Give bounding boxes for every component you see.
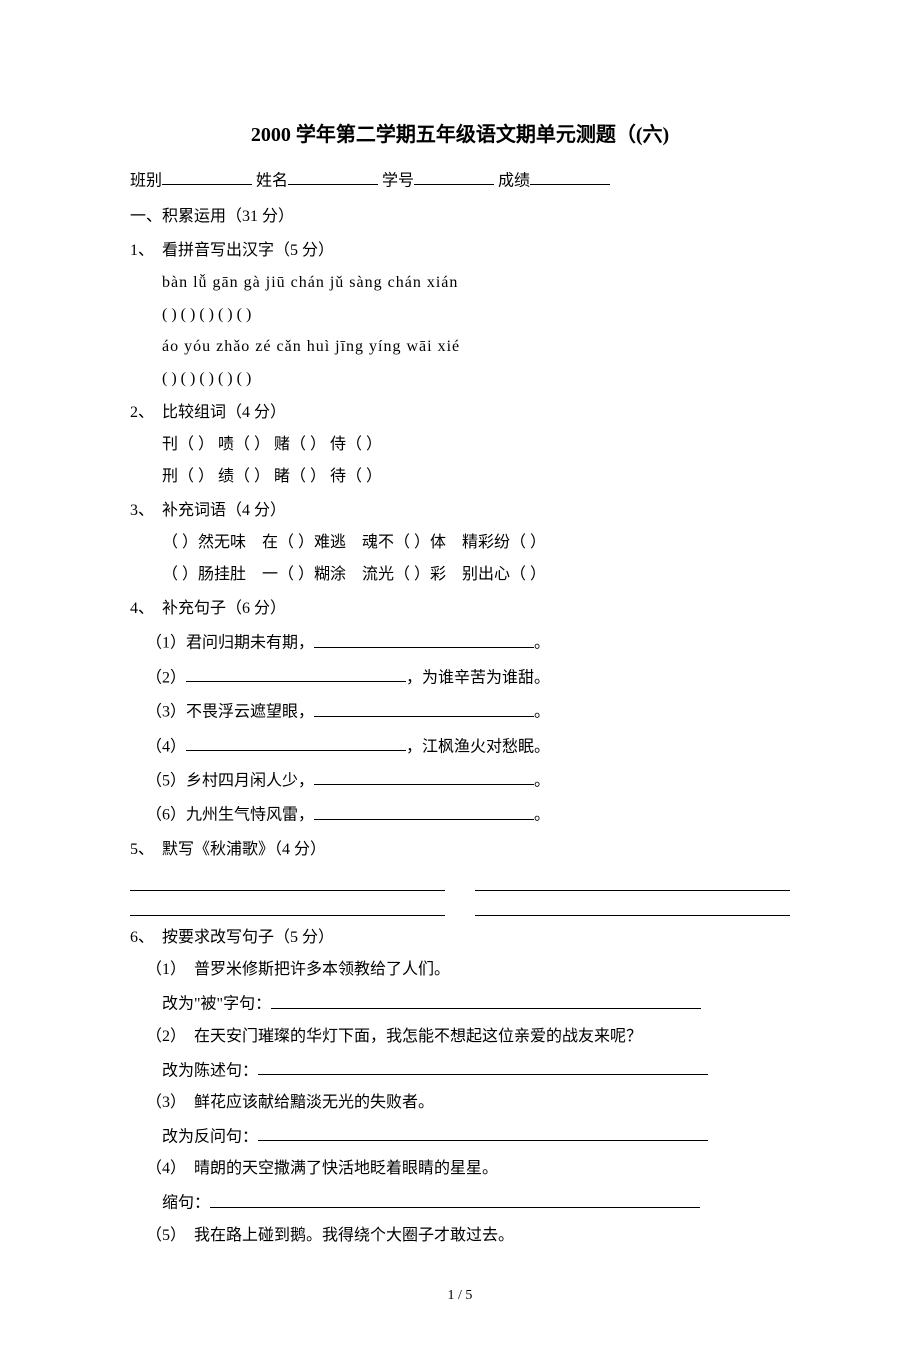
q6-item3-a: 改为反问句： — [130, 1119, 790, 1153]
q1-paren-row1: ( ) ( ) ( ) ( ) ( ) — [130, 299, 790, 331]
id-label: 学号 — [382, 172, 414, 189]
q6-item1-a: 改为"被"字句： — [130, 986, 790, 1020]
q2-row1: 刊（ ） 啧（ ） 赌（ ） 侍（ ） — [130, 429, 790, 461]
q6-item2-q: （2） 在天安门璀璨的华灯下面，我怎能不想起这位亲爱的战友来呢？ — [130, 1021, 790, 1053]
q2-label: 2、 比较组词（4 分） — [130, 397, 790, 429]
class-label: 班别 — [130, 172, 162, 189]
score-label: 成绩 — [498, 172, 530, 189]
question-5: 5、 默写《秋浦歌》（4 分） — [130, 834, 790, 916]
question-2: 2、 比较组词（4 分） 刊（ ） 啧（ ） 赌（ ） 侍（ ） 刑（ ） 绩（… — [130, 397, 790, 493]
q5-label: 5、 默写《秋浦歌》（4 分） — [130, 834, 790, 866]
q4-item3: （3）不畏浮云遮望眼，。 — [130, 694, 790, 728]
q6-label: 6、 按要求改写句子（5 分） — [130, 922, 790, 954]
q6-item1-q: （1） 普罗米修斯把许多本领教给了人们。 — [130, 954, 790, 986]
q5-writeline-1 — [130, 872, 790, 891]
name-label: 姓名 — [256, 172, 288, 189]
question-3: 3、 补充词语（4 分） （ ）然无味 在（ ）难逃 魂不（ ）体 精彩纷（ ）… — [130, 495, 790, 591]
q3-label: 3、 补充词语（4 分） — [130, 495, 790, 527]
section-1-title: 一、积累运用（31 分） — [130, 201, 790, 233]
question-1: 1、 看拼音写出汉字（5 分） bàn lǚ gān gà jiū chán j… — [130, 235, 790, 395]
q3-row1: （ ）然无味 在（ ）难逃 魂不（ ）体 精彩纷（ ） — [130, 527, 790, 559]
q6-item5-q: （5） 我在路上碰到鹅。我得绕个大圈子才敢过去。 — [130, 1220, 790, 1252]
q6-item2-a: 改为陈述句： — [130, 1053, 790, 1087]
student-info-line: 班别 姓名 学号 成绩 — [130, 163, 790, 197]
question-4: 4、 补充句子（6 分） （1）君问归期未有期，。 （2），为谁辛苦为谁甜。 （… — [130, 593, 790, 831]
q3-row2: （ ）肠挂肚 一（ ）糊涂 流光（ ）彩 别出心（ ） — [130, 559, 790, 591]
q6-item4-a: 缩句： — [130, 1185, 790, 1219]
q1-label: 1、 看拼音写出汉字（5 分） — [130, 235, 790, 267]
q4-item2: （2），为谁辛苦为谁甜。 — [130, 660, 790, 694]
q2-row2: 刑（ ） 绩（ ） 睹（ ） 待（ ） — [130, 461, 790, 493]
q1-paren-row2: ( ) ( ) ( ) ( ) ( ) — [130, 363, 790, 395]
q4-label: 4、 补充句子（6 分） — [130, 593, 790, 625]
question-6: 6、 按要求改写句子（5 分） （1） 普罗米修斯把许多本领教给了人们。 改为"… — [130, 922, 790, 1252]
q1-pinyin-row2: áo yóu zhǎo zé cǎn huì jīng yíng wāi xié — [130, 331, 790, 363]
q4-item1: （1）君问归期未有期，。 — [130, 625, 790, 659]
q4-item5: （5）乡村四月闲人少，。 — [130, 763, 790, 797]
document-title: 2000 学年第二学期五年级语文期单元测题（(六) — [130, 115, 790, 155]
q6-item4-q: （4） 晴朗的天空撒满了快活地眨着眼睛的星星。 — [130, 1153, 790, 1185]
q1-pinyin-row1: bàn lǚ gān gà jiū chán jǔ sàng chán xián — [130, 267, 790, 299]
q4-item6: （6）九州生气恃风雷，。 — [130, 797, 790, 831]
q6-item3-q: （3） 鲜花应该献给黯淡无光的失败者。 — [130, 1087, 790, 1119]
q5-writeline-2 — [130, 897, 790, 916]
q4-item4: （4），江枫渔火对愁眠。 — [130, 729, 790, 763]
page-number: 1 / 5 — [130, 1282, 790, 1310]
